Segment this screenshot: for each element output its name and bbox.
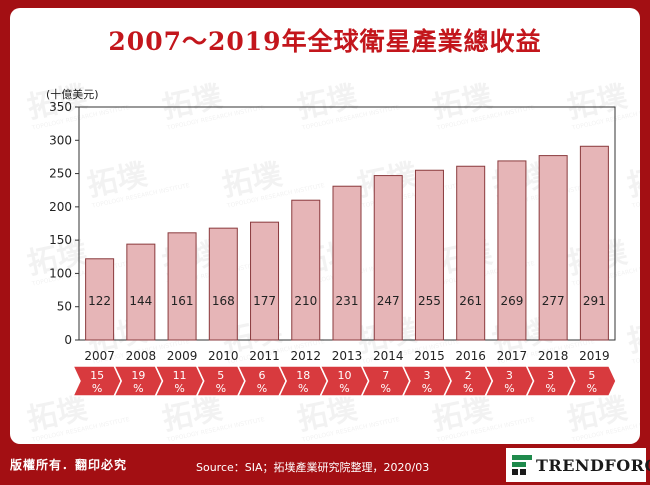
bar-2009 — [167, 232, 197, 341]
growth-value-2011: 6 — [259, 369, 266, 382]
x-tick-label-2008: 2008 — [126, 349, 157, 363]
growth-value-2018: 3 — [547, 369, 554, 382]
bar-2016 — [456, 165, 486, 341]
bar-2019 — [579, 145, 609, 341]
growth-unit-2010: % — [216, 382, 226, 395]
y-axis-label: (十億美元) — [46, 87, 99, 101]
logo-wordmark: TRENDFORCE — [536, 456, 650, 475]
growth-value-2012: 18 — [296, 369, 310, 382]
y-tick-label: 250 — [49, 167, 72, 181]
growth-unit-2013: % — [339, 382, 349, 395]
growth-value-2014: 7 — [382, 369, 389, 382]
data-label-2015: 255 — [418, 294, 441, 308]
data-label-2008: 144 — [129, 294, 152, 308]
y-tick-label: 300 — [49, 133, 72, 147]
copyright-notice: 版權所有．翻印必究 — [10, 458, 128, 472]
data-label-2019: 291 — [583, 294, 606, 308]
growth-unit-2016: % — [463, 382, 473, 395]
x-tick-label-2014: 2014 — [373, 349, 404, 363]
data-label-2017: 269 — [500, 294, 523, 308]
x-tick-label-2019: 2019 — [579, 349, 610, 363]
data-label-2018: 277 — [542, 294, 565, 308]
growth-arrow-layer: 15%19%11%5%6%18%10%7%3%2%3%3%5% — [71, 365, 617, 397]
growth-unit-2009: % — [174, 382, 184, 395]
bar-2014 — [373, 175, 403, 341]
bar-2008 — [126, 243, 156, 341]
growth-unit-2019: % — [587, 382, 597, 395]
growth-value-2007: 15 — [90, 369, 104, 382]
watermark-text: 拓墣 — [624, 157, 640, 204]
bar-2011 — [250, 221, 280, 341]
footer-bar: 版權所有．翻印必究 Source：SIA；拓墣產業研究院整理，2020/03 T… — [0, 444, 650, 485]
y-tick-label: 150 — [49, 233, 72, 247]
x-tick-label-2017: 2017 — [497, 349, 528, 363]
growth-unit-2008: % — [133, 382, 143, 395]
x-tick-label-2016: 2016 — [455, 349, 486, 363]
growth-unit-2007: % — [92, 382, 102, 395]
data-label-2007: 122 — [88, 294, 111, 308]
bar-2013 — [332, 185, 362, 341]
growth-unit-2011: % — [257, 382, 267, 395]
x-tick-label-2007: 2007 — [84, 349, 115, 363]
x-tick-label-2012: 2012 — [290, 349, 321, 363]
growth-arrow-2019 — [566, 365, 617, 397]
y-tick-label: 100 — [49, 266, 72, 280]
growth-unit-2012: % — [298, 382, 308, 395]
x-tick-label-2015: 2015 — [414, 349, 445, 363]
bar-layer — [85, 145, 609, 341]
bar-2018 — [538, 155, 568, 341]
growth-unit-2015: % — [422, 382, 432, 395]
x-tick-label-2010: 2010 — [208, 349, 239, 363]
x-tick-label-2013: 2013 — [332, 349, 363, 363]
trendforce-logo: TRENDFORCE — [506, 448, 650, 482]
data-label-2011: 177 — [253, 294, 276, 308]
x-tick-label-2009: 2009 — [167, 349, 198, 363]
y-tick-label: 200 — [49, 200, 72, 214]
data-label-2009: 161 — [171, 294, 194, 308]
x-tick-label-2011: 2011 — [249, 349, 280, 363]
y-tick-label: 0 — [64, 333, 72, 347]
growth-value-2010: 5 — [217, 369, 224, 382]
data-label-2012: 210 — [294, 294, 317, 308]
x-tick-label-2018: 2018 — [538, 349, 569, 363]
watermark-text: 拓墣 — [624, 313, 640, 360]
y-tick-label: 350 — [49, 100, 72, 114]
growth-value-2019: 5 — [588, 369, 595, 382]
label-layer: 122 2007 144 2008 161 2009 168 2010 177 2011 210 20… — [84, 294, 609, 363]
source-note: Source：SIA；拓墣產業研究院整理，2020/03 — [196, 461, 430, 474]
data-label-2016: 261 — [459, 294, 482, 308]
chart-title: 2007～2019年全球衛星產業總收益 — [108, 27, 542, 56]
bar-2007 — [85, 258, 115, 341]
growth-value-2016: 2 — [465, 369, 472, 382]
growth-value-2008: 19 — [131, 369, 145, 382]
bar-2012 — [291, 199, 321, 341]
y-tick-label: 50 — [57, 300, 72, 314]
bar-2010 — [208, 227, 238, 341]
growth-value-2013: 10 — [338, 369, 352, 382]
bar-2015 — [414, 169, 444, 341]
data-label-2010: 168 — [212, 294, 235, 308]
growth-value-2015: 3 — [423, 369, 430, 382]
growth-unit-2017: % — [504, 382, 514, 395]
trendforce-logo-icon — [512, 455, 532, 475]
growth-unit-2014: % — [381, 382, 391, 395]
chart-panel: 拓墣 TOPOLOGY RESEARCH INSTITUTE 拓墣 TOPOLOGY … — [10, 8, 640, 444]
growth-value-2017: 3 — [506, 369, 513, 382]
growth-unit-2018: % — [545, 382, 555, 395]
data-label-2014: 247 — [377, 294, 400, 308]
growth-value-2009: 11 — [173, 369, 187, 382]
bar-2017 — [497, 160, 527, 341]
data-label-2013: 231 — [336, 294, 359, 308]
